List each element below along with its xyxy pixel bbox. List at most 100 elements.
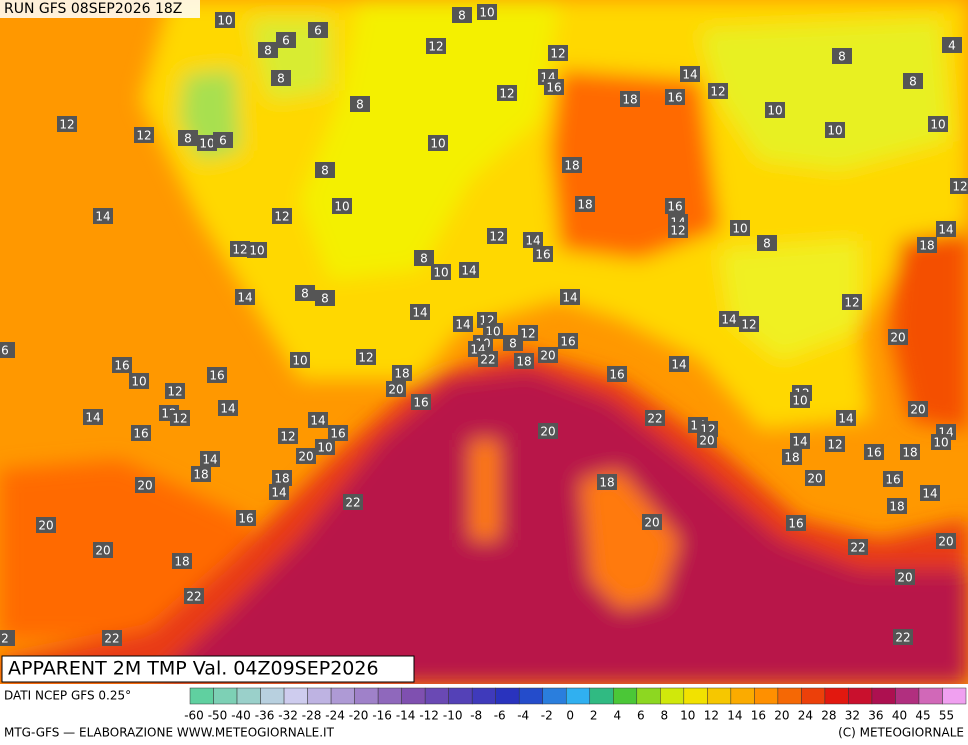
temp-label: 8: [838, 50, 846, 64]
label-box: [165, 383, 185, 399]
label-box: [523, 232, 543, 248]
temp-label: 12: [550, 47, 565, 61]
scale-tick-label: 0: [566, 709, 574, 723]
scale-tick-label: -24: [325, 709, 345, 723]
temp-label: 16: [885, 473, 900, 487]
temp-label: 16: [330, 427, 345, 441]
label-box: [308, 22, 328, 38]
label-box: [235, 289, 255, 305]
temp-label: 20: [910, 403, 925, 417]
label-box: [825, 436, 845, 452]
scale-swatch: [283, 687, 308, 705]
map-title: APPARENT 2M TMP Val. 04Z09SEP2026: [8, 658, 379, 680]
label-box: [864, 444, 884, 460]
label-box: [426, 38, 446, 54]
label-box: [597, 474, 617, 490]
temp-label: 18: [193, 468, 208, 482]
scale-swatch: [495, 687, 520, 705]
label-box: [392, 365, 412, 381]
scale-tick-label: -50: [208, 709, 228, 723]
temp-label: 14: [202, 453, 217, 467]
label-box: [431, 264, 451, 280]
label-box: [842, 294, 862, 310]
temp-label: 22: [647, 412, 662, 426]
label-box: [620, 91, 640, 107]
scale-swatch: [189, 687, 214, 705]
label-box: [607, 366, 627, 382]
title-box: [1, 655, 415, 683]
label-box: [315, 162, 335, 178]
temp-label: 16: [209, 369, 224, 383]
temp-label: 20: [699, 434, 714, 448]
label-box: [538, 423, 558, 439]
scale-swatch: [213, 687, 238, 705]
label-box: [276, 32, 296, 48]
label-box: [825, 122, 845, 138]
temp-label: 10: [930, 118, 945, 132]
scale-tick-label: 16: [751, 709, 766, 723]
label-box: [247, 242, 267, 258]
label-box: [197, 135, 217, 151]
label-box: [920, 485, 940, 501]
temp-label: 12: [274, 210, 289, 224]
label-box: [786, 515, 806, 531]
label-box: [178, 130, 198, 146]
label-box: [950, 178, 968, 194]
scale-swatch: [801, 687, 826, 705]
scale-tick-label: 32: [845, 709, 860, 723]
temp-label: 8: [184, 132, 192, 146]
label-box: [102, 630, 122, 646]
label-box: [645, 410, 665, 426]
label-box: [887, 498, 907, 514]
temp-label: 10: [292, 354, 307, 368]
temp-label: 6: [1, 344, 9, 358]
label-box: [269, 484, 289, 500]
scale-tick-label: -28: [302, 709, 322, 723]
scale-swatch: [613, 687, 638, 705]
scale-tick-label: -36: [255, 709, 275, 723]
temp-label: 10: [433, 266, 448, 280]
label-box: [931, 434, 951, 450]
label-box: [544, 79, 564, 95]
label-box: [560, 289, 580, 305]
label-box: [272, 470, 292, 486]
scale-swatch: [683, 687, 708, 705]
label-box: [131, 425, 151, 441]
scale-swatch: [824, 687, 849, 705]
temp-label: 20: [38, 519, 53, 533]
temp-label: 12: [172, 412, 187, 426]
temp-label: 12: [136, 129, 151, 143]
label-box: [739, 316, 759, 332]
scale-swatch: [589, 687, 614, 705]
label-box: [129, 373, 149, 389]
scale-tick-label: 45: [915, 709, 930, 723]
temp-label: 14: [237, 291, 252, 305]
scale-tick-label: 36: [868, 709, 883, 723]
label-box: [477, 4, 497, 20]
temp-label: 10: [792, 394, 807, 408]
temp-label: 8: [420, 252, 428, 266]
temp-label: 16: [413, 396, 428, 410]
temp-label: 14: [95, 210, 110, 224]
temp-label: 12: [827, 438, 842, 452]
label-box: [83, 409, 103, 425]
label-box: [200, 451, 220, 467]
label-box: [697, 432, 717, 448]
temp-label: 12: [59, 118, 74, 132]
scale-swatch: [777, 687, 802, 705]
label-box: [487, 228, 507, 244]
temp-label: 16: [866, 446, 881, 460]
temp-label: 8: [321, 164, 329, 178]
temp-label: 14: [525, 234, 540, 248]
temp-label: 20: [95, 544, 110, 558]
temp-label: 16: [788, 517, 803, 531]
temp-label: 16: [667, 91, 682, 105]
temp-label: 14: [838, 412, 853, 426]
temp-label: 22: [345, 496, 360, 510]
temp-label: 2: [1, 632, 9, 646]
scale-swatch: [260, 687, 285, 705]
label-box: [497, 85, 517, 101]
scale-swatch: [660, 687, 685, 705]
label-box: [278, 428, 298, 444]
label-box: [411, 394, 431, 410]
